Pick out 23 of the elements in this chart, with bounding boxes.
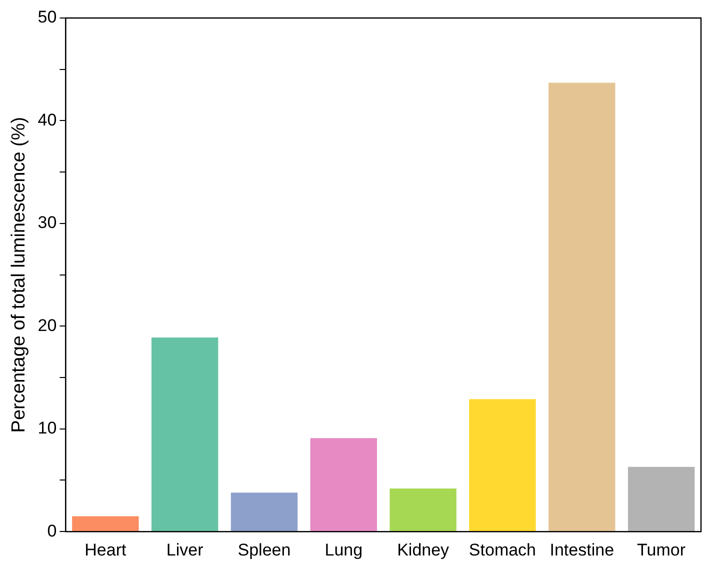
x-tick-label: Lung — [324, 540, 363, 560]
x-tick-label: Heart — [84, 540, 126, 560]
y-tick-label: 30 — [38, 213, 57, 232]
x-tick-label: Spleen — [238, 540, 291, 560]
y-tick-label: 20 — [38, 316, 57, 335]
bar — [628, 466, 695, 532]
bar — [310, 438, 377, 532]
bar — [151, 337, 218, 532]
x-tick-label: Tumor — [637, 540, 686, 560]
x-tick-label: Intestine — [550, 540, 614, 560]
bar — [548, 82, 616, 532]
x-tick-label: Stomach — [468, 540, 536, 560]
bar — [469, 399, 536, 532]
bar — [72, 516, 139, 532]
bar — [390, 488, 456, 532]
y-tick-label: 10 — [38, 418, 57, 438]
x-tick-label: Kidney — [397, 540, 450, 560]
bar — [230, 492, 298, 532]
y-tick-label: 50 — [38, 8, 57, 27]
y-tick-label: 40 — [38, 110, 57, 130]
x-tick-label: Liver — [166, 540, 204, 560]
y-axis-title: Percentage of total luminescence (%) — [8, 116, 30, 433]
y-tick-label: 0 — [47, 521, 57, 540]
